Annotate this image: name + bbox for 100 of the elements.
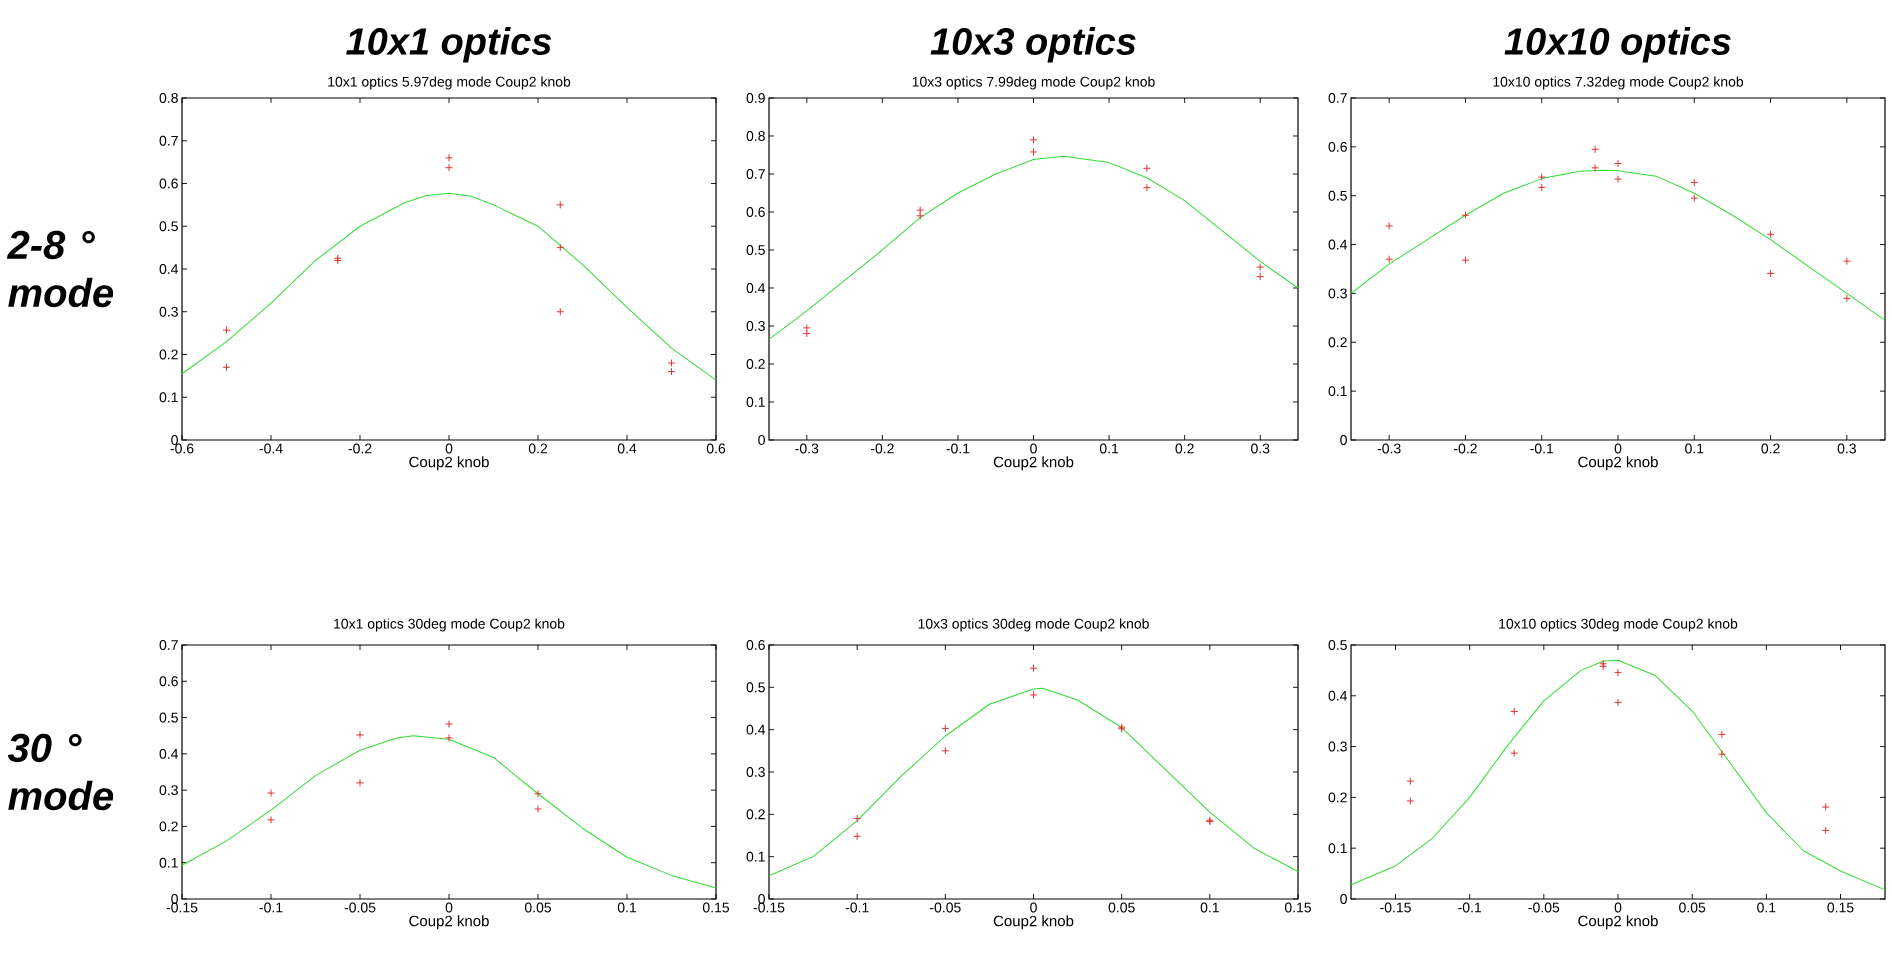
x-tick-label: 0.05 [1108, 902, 1135, 913]
line-series [768, 687, 1299, 877]
point [534, 805, 542, 813]
x-axis-title: Coup2 knob [1578, 915, 1658, 930]
y-tick-label: 0 [1340, 435, 1347, 445]
x-tick-label: -0.1 [845, 902, 869, 913]
y-tick-label: 0.1 [1328, 843, 1347, 854]
point [556, 307, 565, 316]
chart-subtitle: 10x10 optics 7.32deg mode Coup2 knob [1493, 76, 1744, 90]
x-tick-label: 0.2 [528, 443, 548, 454]
point [941, 724, 950, 733]
x-tick-label: -0.3 [795, 443, 819, 454]
x-tick-label: -0.05 [930, 902, 961, 913]
chart-title: 10x10 optics 30deg mode Coup2 knob [1499, 618, 1738, 632]
y-tick-label: 0.7 [159, 640, 178, 650]
y-tick-label: 0.1 [159, 392, 178, 403]
point [1766, 269, 1775, 278]
point [534, 789, 542, 798]
point [1385, 222, 1394, 230]
x-axis-title: Coup2 knob [409, 915, 489, 930]
chart-title: 10x3 optics 30deg mode Coup2 knob [918, 618, 1149, 632]
y-tick-label: 0.4 [746, 283, 766, 293]
x-tick-label: -0.15 [1380, 902, 1411, 913]
x-tick-label: -0.15 [753, 902, 785, 913]
x-tick-label: 0 [445, 443, 453, 454]
point [1461, 256, 1470, 265]
y-tick-label: 0.3 [746, 321, 765, 331]
point [1690, 178, 1699, 187]
point [1256, 263, 1265, 272]
x-tick-label: 0 [1030, 443, 1037, 454]
point [941, 746, 950, 755]
y-tick-label: 0.1 [746, 397, 765, 407]
chart-subtitle: 10x1 optics 5.97deg mode Coup2 knob [328, 76, 571, 90]
y-tick-label: 0.3 [746, 767, 765, 777]
chart-title: 10x3 optics [930, 27, 1136, 63]
point [1614, 668, 1622, 677]
x-tick-label: -0.1 [1458, 902, 1482, 913]
text: 30 ° mode [7, 733, 114, 811]
x-tick-label: -0.4 [259, 443, 283, 454]
point [1142, 164, 1151, 173]
point [1690, 194, 1699, 203]
point [556, 200, 565, 209]
chart-title: 10x10 optics [1504, 27, 1731, 63]
line-series [181, 735, 717, 889]
point [1717, 750, 1726, 759]
x-axis-title: Coup2 knob [993, 456, 1074, 471]
y-tick-label: 0.6 [159, 178, 178, 189]
point [916, 211, 925, 220]
point [356, 778, 364, 787]
text: 2-8 ° mode [6, 230, 114, 308]
chart-subtitle: 10x3 optics 7.99deg mode Coup2 knob [912, 76, 1155, 90]
x-tick-label: 0.05 [524, 902, 552, 913]
x-axis-title: Coup2 knob [409, 456, 489, 471]
y-tick-label: 0.1 [159, 857, 178, 868]
y-tick-label: 0.7 [746, 169, 765, 179]
point [445, 153, 453, 162]
y-tick-label: 0 [758, 894, 765, 904]
y-tick-label: 0.2 [746, 809, 765, 820]
point [556, 243, 565, 252]
x-tick-label: 0.15 [1827, 902, 1854, 913]
point [853, 814, 862, 823]
y-tick-label: 0.6 [1328, 141, 1347, 152]
x-tick-label: -0.05 [344, 902, 376, 913]
point [222, 363, 231, 372]
x-tick-label: 0 [1614, 902, 1622, 913]
point [1510, 749, 1519, 758]
point [1591, 145, 1600, 154]
x-axis-title: Coup2 knob [1578, 456, 1658, 471]
y-tick-label: 0.2 [1328, 792, 1347, 803]
y-tick-label: 0.4 [159, 748, 179, 759]
y-tick-label: 0.5 [746, 682, 765, 693]
y-tick-label: 0.3 [1328, 741, 1347, 752]
y-tick-label: 0.7 [1328, 93, 1347, 103]
y-tick-label: 0.6 [746, 640, 765, 650]
y-tick-label: 0.2 [159, 821, 178, 832]
x-tick-label: 0 [1030, 902, 1037, 913]
y-tick-label: 0 [171, 435, 178, 445]
x-tick-label: -0.1 [946, 443, 970, 454]
y-tick-label: 0 [1340, 894, 1347, 904]
point [222, 326, 231, 335]
x-tick-label: -0.6 [170, 443, 194, 454]
point [1591, 163, 1600, 172]
y-tick-label: 0.1 [746, 851, 765, 862]
x-tick-label: 0.1 [1200, 902, 1219, 913]
y-tick-label: 0.3 [159, 306, 178, 317]
chart-title: 10x1 optics 30deg mode Coup2 knob [334, 618, 565, 632]
x-tick-label: 0.3 [1837, 443, 1856, 454]
y-tick-label: 0.5 [159, 221, 178, 232]
x-tick-label: -0.2 [870, 443, 894, 454]
x-tick-label: -0.2 [1454, 443, 1477, 454]
point [1614, 175, 1622, 184]
y-tick-label: 0.4 [159, 264, 179, 274]
point [1537, 183, 1546, 192]
point [1406, 777, 1415, 786]
point [1510, 707, 1519, 716]
x-tick-label: 0.3 [1251, 443, 1270, 454]
point [267, 789, 275, 797]
point [1029, 135, 1038, 144]
point [1537, 173, 1546, 182]
x-tick-label: 0.4 [617, 443, 637, 454]
